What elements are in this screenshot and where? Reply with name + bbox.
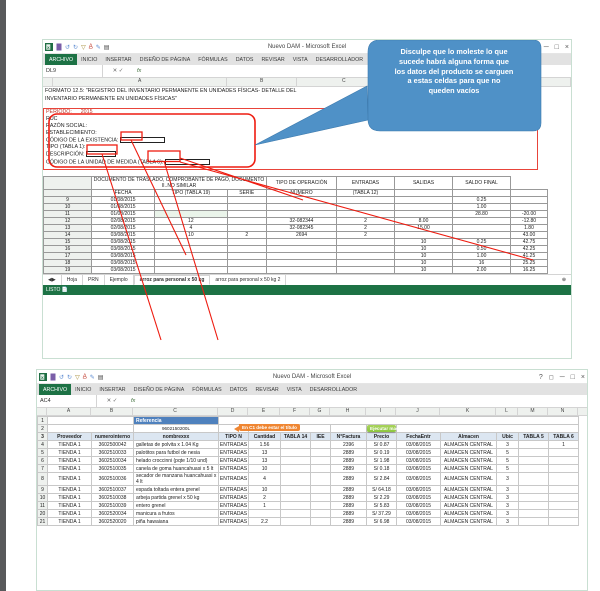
svg-text:X: X <box>47 45 50 50</box>
svg-text:X: X <box>41 375 44 380</box>
